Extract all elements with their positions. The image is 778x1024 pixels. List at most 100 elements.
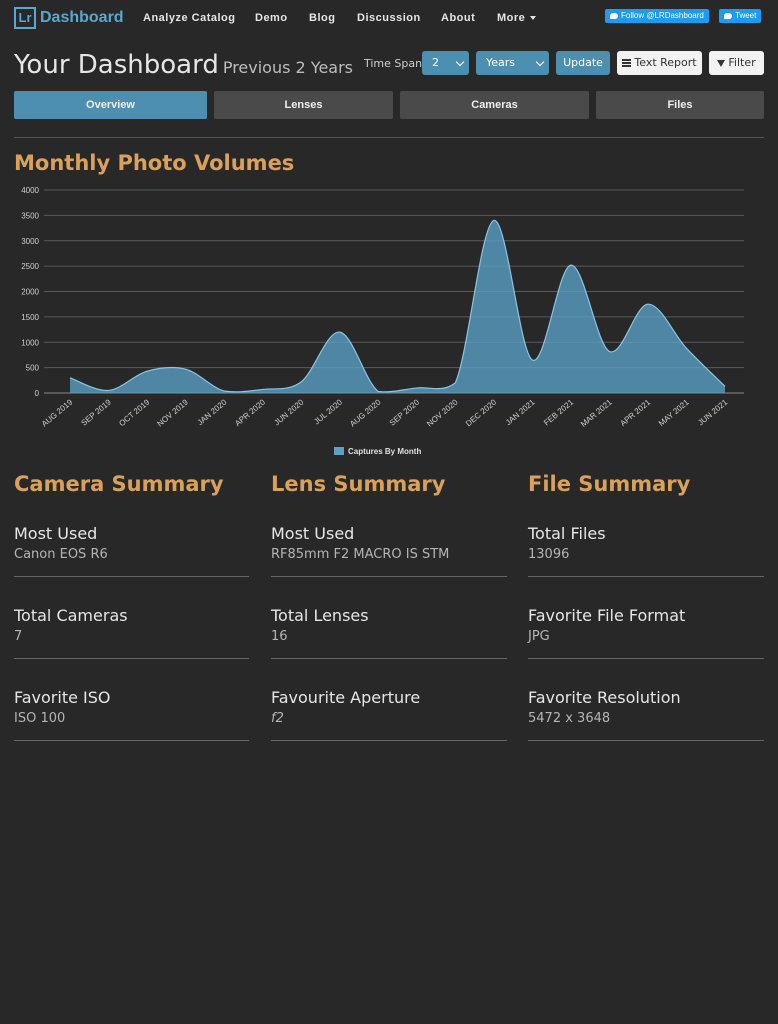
x-tick-label: AUG 2020 [348, 397, 383, 428]
brand-text: Dashboard [40, 9, 124, 26]
brand-link[interactable]: Lr Dashboard [14, 7, 124, 29]
follow-label: Follow @LRDashboard [621, 11, 704, 20]
summary-separator [271, 576, 507, 577]
summary-label: Total Files [528, 524, 606, 543]
x-tick-label: SEP 2020 [388, 397, 422, 427]
lens-summary-title: Lens Summary [271, 472, 446, 496]
twitter-bird-icon [610, 12, 618, 19]
x-tick-label: JUN 2021 [696, 397, 729, 427]
text-report-label: Text Report [634, 56, 697, 69]
nav-more[interactable]: More [497, 12, 537, 24]
twitter-follow-button[interactable]: Follow @LRDashboard [605, 9, 709, 23]
filter-label: Filter [728, 56, 756, 69]
summary-label: Favorite Resolution [528, 688, 681, 707]
series-line [69, 219, 726, 393]
y-tick-label: 500 [26, 364, 40, 373]
nav-analyze-catalog[interactable]: Analyze Catalog [143, 12, 236, 24]
monthly-volume-chart: 0 500 1000 1500 2000 2500 3000 3500 4000 AUG 2019… [21, 186, 744, 456]
x-tick-label: JUN 2020 [272, 397, 305, 427]
tweet-label: Tweet [735, 11, 757, 20]
time-span-label: Time Span [364, 57, 423, 70]
x-tick-label: JAN 2021 [504, 397, 537, 427]
summary-value: f2 [271, 711, 284, 726]
x-tick-label: OCT 2019 [117, 397, 151, 428]
chart-title: Monthly Photo Volumes [14, 151, 295, 175]
span-unit-value: Years [486, 56, 516, 69]
chevron-down-icon [455, 57, 465, 67]
divider [14, 137, 764, 138]
x-tick-label: NOV 2019 [155, 397, 190, 428]
span-number-value: 2 [432, 56, 439, 69]
tab-cameras[interactable]: Cameras [400, 91, 589, 119]
nav-demo[interactable]: Demo [255, 12, 288, 24]
x-tick-label: APR 2020 [233, 397, 267, 428]
summary-label: Favorite ISO [14, 688, 111, 707]
series-area [70, 220, 725, 393]
lr-logo-icon: Lr [14, 7, 36, 29]
page-title-text: Your Dashboard [14, 50, 219, 80]
navbar: Lr Dashboard Analyze Catalog Demo Blog D… [0, 0, 778, 36]
summary-separator [528, 740, 764, 741]
x-tick-label: JAN 2020 [196, 397, 229, 427]
y-tick-label: 2500 [21, 262, 39, 271]
caret-down-icon [530, 16, 537, 21]
y-tick-label: 0 [35, 389, 40, 398]
span-unit-select[interactable]: Years [476, 51, 549, 75]
tab-files[interactable]: Files [596, 91, 764, 119]
x-tick-label: MAY 2021 [657, 397, 691, 428]
y-tick-label: 1500 [21, 313, 39, 322]
list-icon [622, 59, 632, 67]
text-report-button[interactable]: Text Report [617, 51, 702, 75]
summary-separator [528, 658, 764, 659]
file-summary-title: File Summary [528, 472, 691, 496]
nav-about[interactable]: About [441, 12, 476, 24]
filter-button[interactable]: Filter [709, 51, 764, 75]
summary-label: Favorite File Format [528, 606, 686, 625]
y-tick-label: 3000 [21, 237, 39, 246]
page-title: Your Dashboard Previous 2 Years [14, 50, 353, 80]
nav-blog[interactable]: Blog [309, 12, 336, 24]
legend-swatch [334, 447, 344, 455]
summary-value: 7 [14, 629, 23, 644]
tweet-button[interactable]: Tweet [719, 9, 762, 23]
summary-value: RF85mm F2 MACRO IS STM [271, 547, 450, 562]
summary-separator [14, 740, 249, 741]
x-tick-label: JUL 2020 [312, 397, 344, 426]
summary-label: Total Lenses [271, 606, 369, 625]
summary-value: 16 [271, 629, 288, 644]
update-button[interactable]: Update [556, 51, 610, 75]
x-tick-label: APR 2021 [619, 397, 653, 428]
summary-separator [271, 740, 507, 741]
summary-label: Total Cameras [14, 606, 128, 625]
span-number-select[interactable]: 2 [422, 51, 469, 75]
tab-overview[interactable]: Overview [14, 91, 207, 119]
summary-label: Most Used [14, 524, 98, 543]
summary-label: Most Used [271, 524, 355, 543]
summary-label: Favourite Aperture [271, 688, 421, 707]
y-tick-label: 3500 [21, 211, 39, 220]
y-tick-label: 1000 [21, 338, 39, 347]
filter-icon [717, 59, 726, 67]
x-tick-label: AUG 2019 [40, 397, 75, 428]
y-tick-label: 2000 [21, 288, 39, 297]
nav-discussion[interactable]: Discussion [357, 12, 421, 24]
summary-separator [14, 658, 249, 659]
summary-separator [271, 658, 507, 659]
x-tick-label: DEC 2020 [464, 397, 498, 428]
legend-label: Captures By Month [348, 447, 421, 456]
page-subtitle: Previous 2 Years [222, 58, 354, 77]
x-tick-label: NOV 2020 [425, 397, 460, 428]
y-tick-label: 4000 [21, 186, 39, 195]
summary-value: Canon EOS R6 [14, 547, 108, 562]
summary-value: ISO 100 [14, 711, 66, 726]
summary-separator [14, 576, 249, 577]
tab-lenses[interactable]: Lenses [214, 91, 393, 119]
x-tick-label: SEP 2019 [80, 397, 114, 427]
x-tick-label: MAR 2021 [579, 397, 614, 429]
camera-summary-title: Camera Summary [14, 472, 224, 496]
summary-separator [528, 576, 764, 577]
chevron-down-icon [535, 57, 545, 67]
twitter-bird-icon [724, 12, 732, 19]
summary-value: 5472 x 3648 [528, 711, 611, 726]
nav-more-label: More [497, 12, 526, 24]
